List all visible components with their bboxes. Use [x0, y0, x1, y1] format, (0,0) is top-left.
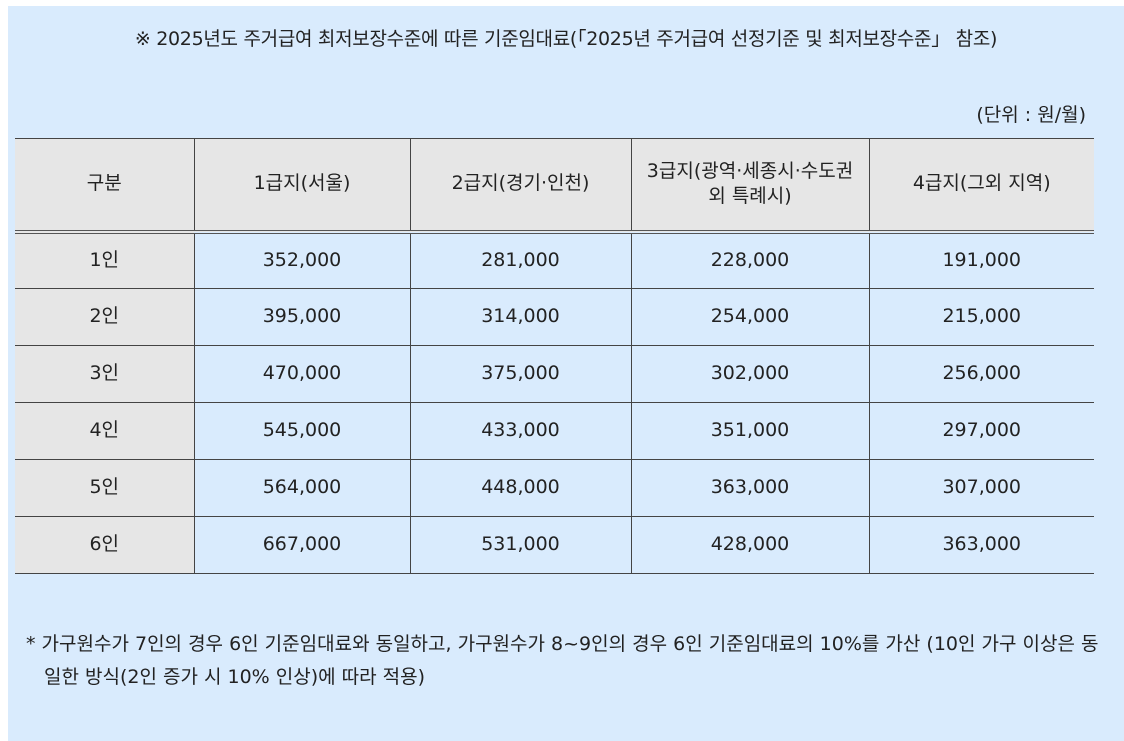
table-row: 6인 667,000 531,000 428,000 363,000 — [15, 516, 1094, 574]
header-tier-3: 3급지(광역·세종시·수도권 외 특례시) — [630, 138, 870, 234]
table-cell: 375,000 — [409, 345, 632, 403]
table-cell: 531,000 — [409, 516, 632, 574]
table-cell: 433,000 — [409, 402, 632, 460]
table-cell: 667,000 — [193, 516, 411, 574]
row-label: 5인 — [15, 459, 195, 517]
header-tier-2: 2급지(경기·인천) — [409, 138, 632, 234]
table-cell: 256,000 — [868, 345, 1094, 403]
table-row: 2인 395,000 314,000 254,000 215,000 — [15, 288, 1094, 346]
table-cell: 215,000 — [868, 288, 1094, 346]
header-tier-4: 4급지(그외 지역) — [868, 138, 1094, 234]
row-label: 2인 — [15, 288, 195, 346]
table-cell: 428,000 — [630, 516, 870, 574]
table-cell: 564,000 — [193, 459, 411, 517]
table-cell: 281,000 — [409, 231, 632, 289]
table-cell: 363,000 — [868, 516, 1094, 574]
unit-label: (단위 : 원/월) — [976, 104, 1086, 126]
table-cell: 228,000 — [630, 231, 870, 289]
table-row: 5인 564,000 448,000 363,000 307,000 — [15, 459, 1094, 517]
table-cell: 254,000 — [630, 288, 870, 346]
header-category: 구분 — [15, 138, 195, 234]
table-cell: 307,000 — [868, 459, 1094, 517]
table-row: 1인 352,000 281,000 228,000 191,000 — [15, 231, 1094, 289]
table-cell: 395,000 — [193, 288, 411, 346]
table-row: 3인 470,000 375,000 302,000 256,000 — [15, 345, 1094, 403]
table-cell: 314,000 — [409, 288, 632, 346]
table-cell: 470,000 — [193, 345, 411, 403]
row-label: 6인 — [15, 516, 195, 574]
info-panel: ※ 2025년도 주거급여 최저보장수준에 따른 기준임대료(「2025년 주거… — [8, 6, 1124, 741]
table-cell: 363,000 — [630, 459, 870, 517]
footnote: * 가구원수가 7인의 경우 6인 기준임대료와 동일하고, 가구원수가 8~9… — [26, 633, 1099, 688]
table-header-row: 구분 1급지(서울) 2급지(경기·인천) 3급지(광역·세종시·수도권 외 특… — [15, 138, 1094, 234]
row-label: 1인 — [15, 231, 195, 289]
table-cell: 448,000 — [409, 459, 632, 517]
table-cell: 302,000 — [630, 345, 870, 403]
table-cell: 545,000 — [193, 402, 411, 460]
rent-table: 구분 1급지(서울) 2급지(경기·인천) 3급지(광역·세종시·수도권 외 특… — [15, 138, 1094, 574]
header-tier-1: 1급지(서울) — [193, 138, 411, 234]
row-label: 4인 — [15, 402, 195, 460]
page-title: ※ 2025년도 주거급여 최저보장수준에 따른 기준임대료(「2025년 주거… — [134, 28, 998, 50]
table-cell: 191,000 — [868, 231, 1094, 289]
row-label: 3인 — [15, 345, 195, 403]
table-cell: 351,000 — [630, 402, 870, 460]
table-row: 4인 545,000 433,000 351,000 297,000 — [15, 402, 1094, 460]
table-cell: 297,000 — [868, 402, 1094, 460]
table-cell: 352,000 — [193, 231, 411, 289]
